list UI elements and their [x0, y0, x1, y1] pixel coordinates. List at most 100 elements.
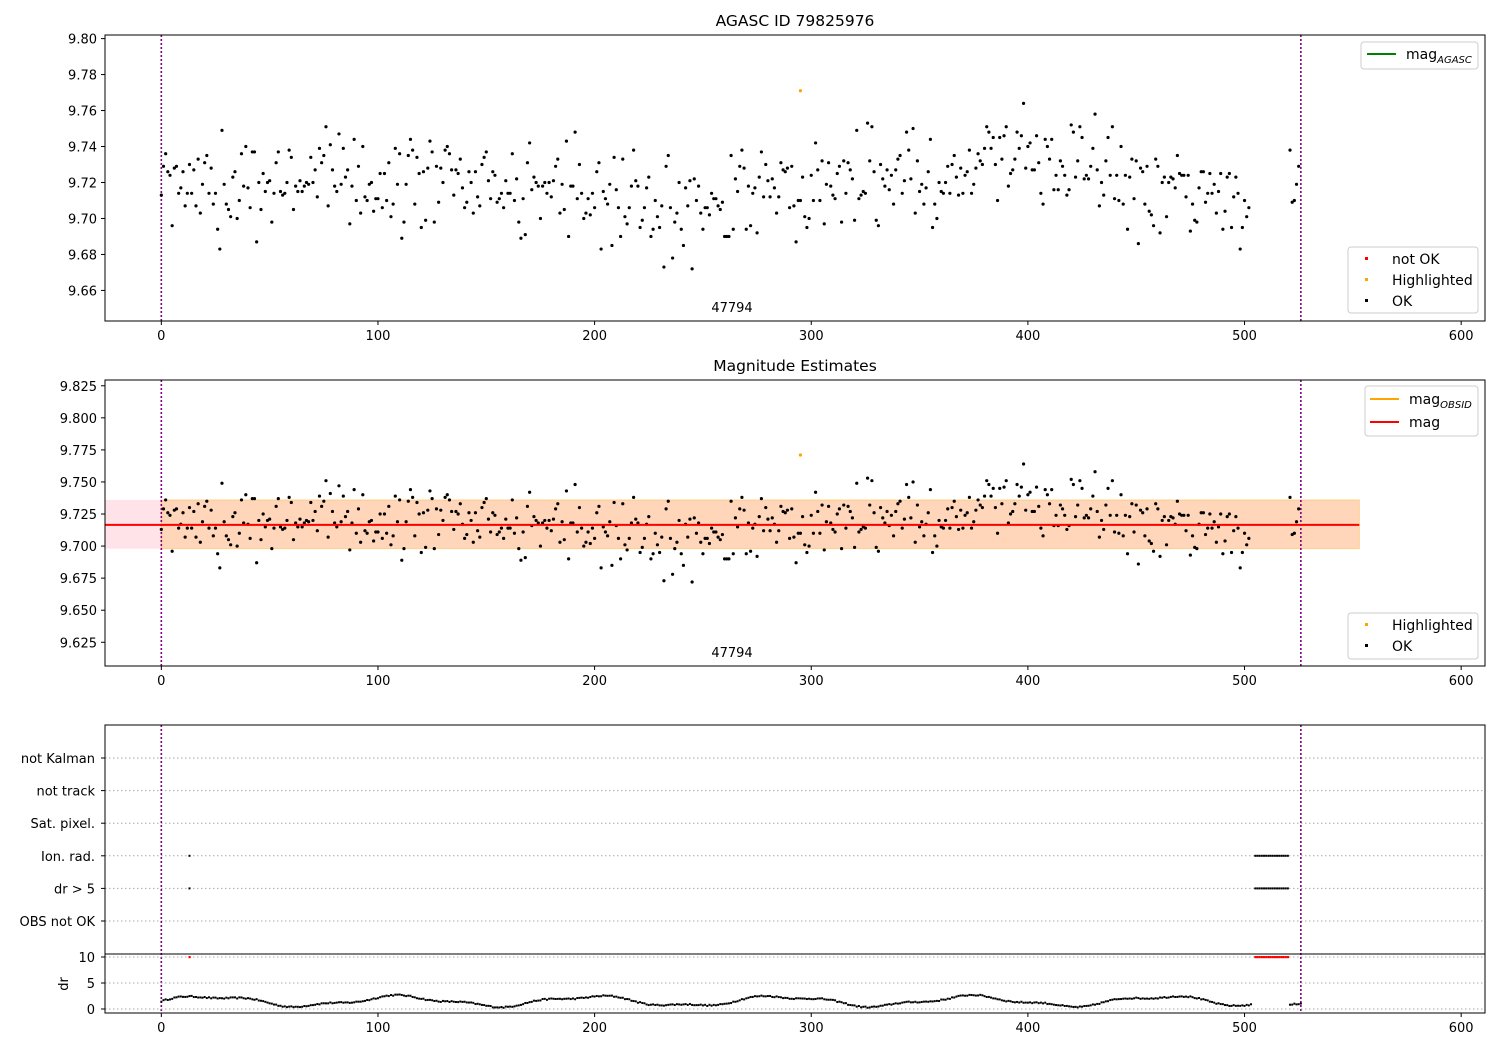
- dr-point: [680, 1003, 683, 1006]
- legend-label-main: mag: [1406, 47, 1437, 63]
- ok-point: [265, 180, 270, 185]
- ok-point: [190, 526, 194, 530]
- ok-point: [508, 191, 512, 195]
- ok-point: [976, 498, 980, 502]
- flag-grid: [105, 757, 1485, 922]
- ok-point: [935, 544, 939, 548]
- ok-point: [545, 191, 549, 195]
- ok-point: [1216, 525, 1221, 529]
- dr-point: [522, 1003, 525, 1006]
- dr-point: [732, 1000, 735, 1003]
- ok-point: [452, 527, 456, 532]
- ok-point: [255, 240, 259, 244]
- ok-point: [1214, 211, 1218, 215]
- dr-point: [639, 1001, 642, 1004]
- ok-point: [846, 504, 850, 508]
- dr-point: [1204, 998, 1207, 1001]
- ok-point: [567, 557, 571, 561]
- dr-point: [554, 997, 557, 1000]
- dr-point: [229, 996, 232, 999]
- dr-point: [1065, 1004, 1068, 1007]
- ok-point: [309, 155, 313, 159]
- dr-point: [801, 997, 804, 1000]
- ok-point: [753, 186, 757, 190]
- ok-point: [883, 521, 887, 525]
- ok-point: [356, 507, 361, 511]
- dr-point: [909, 1001, 912, 1004]
- ok-point: [1104, 159, 1108, 163]
- dr-point: [762, 995, 765, 998]
- ok-point: [666, 153, 670, 158]
- ok-point: [803, 215, 807, 219]
- ok-point: [326, 204, 330, 208]
- ok-point: [692, 516, 696, 520]
- ok-point: [166, 170, 170, 174]
- dr-point: [987, 995, 990, 998]
- dr-tick-label: 0: [87, 1003, 95, 1018]
- ok-point: [759, 497, 764, 501]
- ok-point: [1106, 135, 1110, 140]
- dr-point: [725, 1002, 728, 1005]
- dr-point: [1165, 996, 1168, 999]
- ok-point: [216, 552, 220, 556]
- ok-point: [1050, 137, 1054, 141]
- ok-point: [638, 550, 642, 555]
- ok-point: [792, 204, 796, 208]
- ok-point: [831, 193, 835, 197]
- dr-point: [792, 998, 795, 1001]
- ok-point: [1028, 490, 1032, 494]
- ok-point: [913, 540, 917, 544]
- flag-point: [1263, 887, 1266, 890]
- ok-point: [454, 168, 458, 172]
- ok-point: [874, 218, 878, 222]
- dr-point: [257, 999, 260, 1002]
- dr-point: [695, 1004, 698, 1007]
- dr-point: [344, 1001, 347, 1004]
- ok-point: [909, 177, 913, 181]
- dr-point: [805, 998, 808, 1001]
- dr-point: [1005, 1000, 1008, 1003]
- dr-point: [825, 998, 828, 1001]
- flag-point: [1254, 887, 1257, 890]
- dr-point: [1182, 995, 1185, 998]
- ok-point: [226, 207, 231, 212]
- dr-point: [621, 996, 624, 999]
- ok-point: [735, 525, 740, 529]
- ok-point: [359, 540, 363, 544]
- ok-point: [519, 236, 523, 240]
- ok-point: [443, 495, 447, 499]
- ok-point: [816, 168, 820, 172]
- ok-point: [400, 236, 404, 240]
- dr-point: [171, 997, 174, 1000]
- ok-point: [913, 211, 917, 215]
- ok-point: [720, 532, 725, 537]
- dr-point: [717, 1003, 720, 1006]
- ok-point: [645, 186, 649, 190]
- ok-point: [582, 544, 586, 548]
- ok-point: [242, 521, 246, 525]
- dr-point: [543, 997, 546, 1000]
- ok-point: [268, 179, 272, 183]
- dr-point: [602, 994, 605, 997]
- ok-point: [848, 509, 852, 514]
- ok-point: [946, 164, 950, 168]
- x-tick-label: 300: [799, 329, 824, 344]
- dr-point: [799, 997, 802, 1000]
- ok-point: [411, 495, 415, 499]
- dr-point: [721, 1003, 724, 1006]
- ok-point: [985, 479, 989, 483]
- ok-point: [855, 481, 859, 485]
- dr-point: [981, 994, 984, 997]
- dr-point: [964, 994, 967, 997]
- dr-point: [1226, 1004, 1229, 1007]
- ok-point: [660, 204, 664, 208]
- dr-point: [1295, 1003, 1298, 1006]
- ok-point: [835, 512, 839, 516]
- dr-high-point: [1263, 956, 1266, 959]
- ok-point: [413, 534, 417, 538]
- ok-point: [950, 506, 954, 510]
- dr-point: [385, 994, 388, 997]
- ok-point: [1247, 206, 1251, 210]
- ok-point: [1221, 552, 1225, 556]
- dr-point: [552, 997, 555, 1000]
